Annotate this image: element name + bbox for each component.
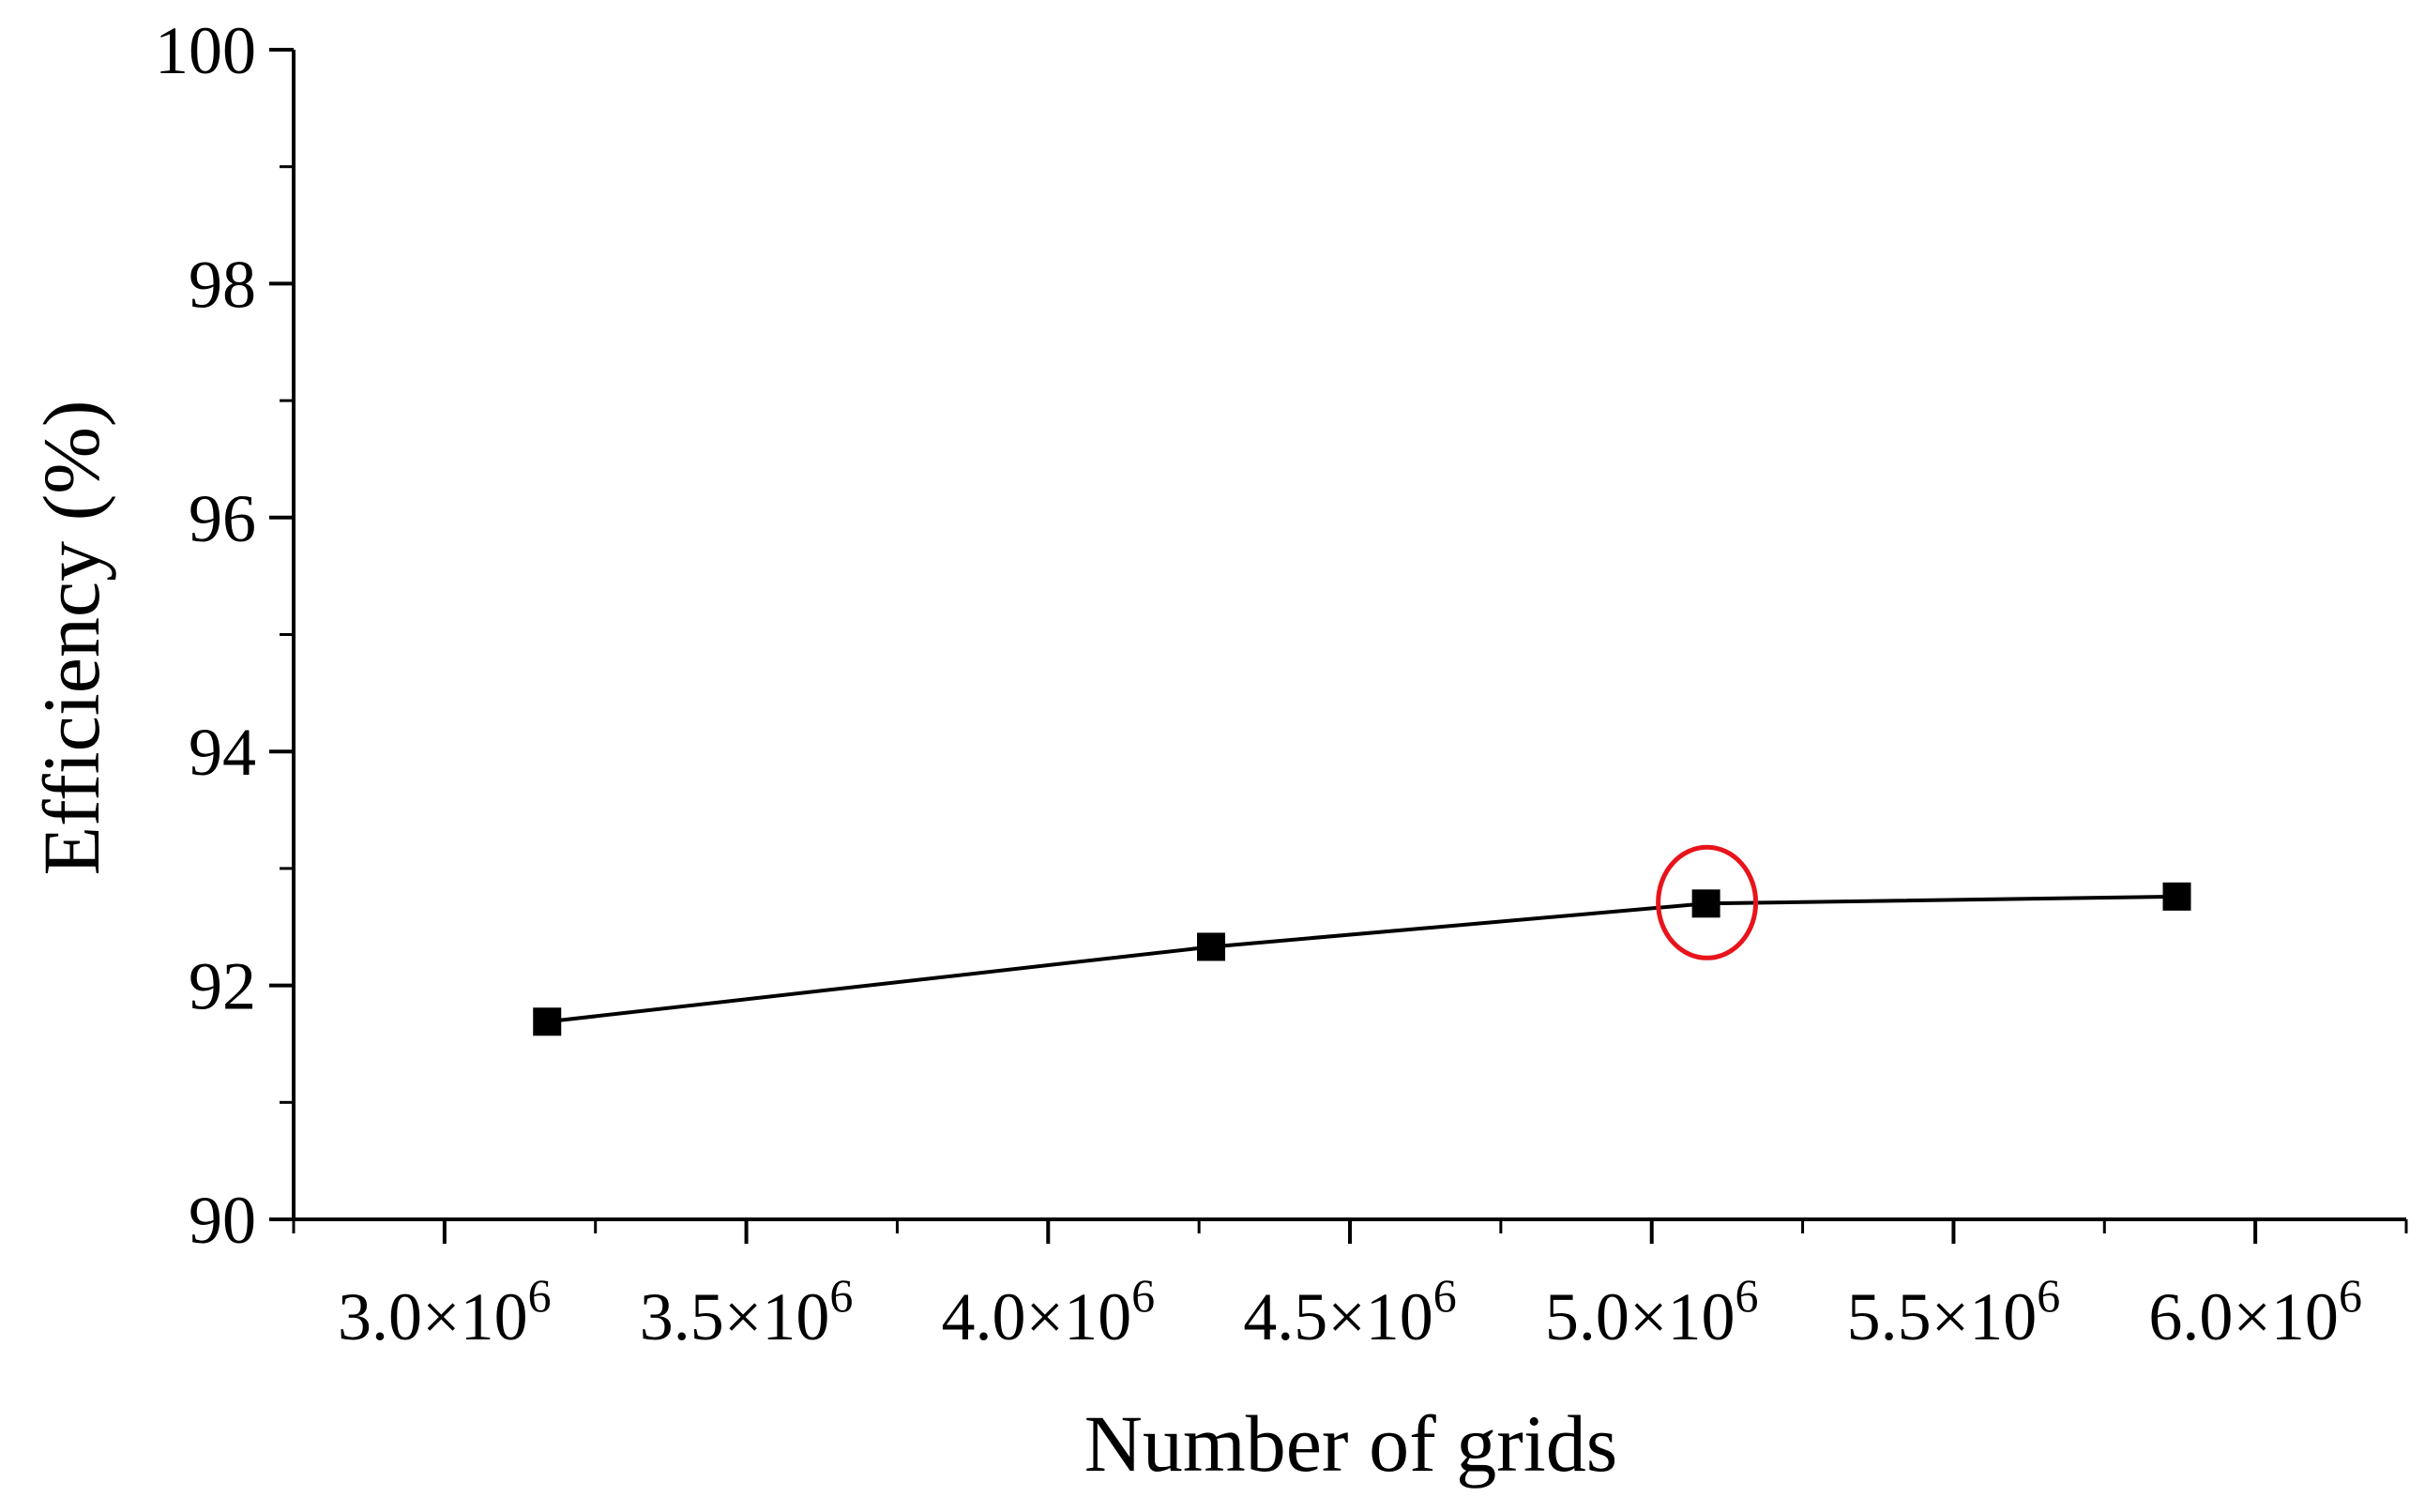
y-axis-title: Efficiency (%) [26,401,116,876]
x-tick-label: 6.0×106 [2148,1269,2362,1354]
x-axis-title: Number of grids [1084,1399,1617,1489]
data-point [1691,889,1720,918]
y-tick-label: 98 [189,247,256,322]
x-tick-label: 4.5×106 [1243,1269,1457,1354]
x-tick-label: 5.5×106 [1847,1269,2061,1354]
data-point [1197,932,1226,961]
data-point [2162,882,2191,911]
series [533,882,2191,1036]
y-tick-label: 100 [155,13,256,88]
axes [292,50,2406,1221]
ticks: 90 92 94 96 98 100 3.0×106 3.5×106 4.0×106 4.5×10… [155,13,2408,1354]
series-line [547,894,2177,1024]
y-tick-label: 90 [189,1183,256,1258]
x-tick-label: 4.0×106 [941,1269,1155,1354]
y-tick-label: 92 [189,949,256,1024]
x-tick-label: 5.0×106 [1545,1269,1759,1354]
x-tick-label: 3.0×106 [338,1269,552,1354]
y-tick-label: 96 [189,481,256,556]
annotations [1656,844,1759,960]
highlight-circle [1656,844,1759,960]
y-tick-label: 94 [189,715,256,790]
x-tick-label: 3.5×106 [640,1269,854,1354]
data-point [533,1007,562,1036]
